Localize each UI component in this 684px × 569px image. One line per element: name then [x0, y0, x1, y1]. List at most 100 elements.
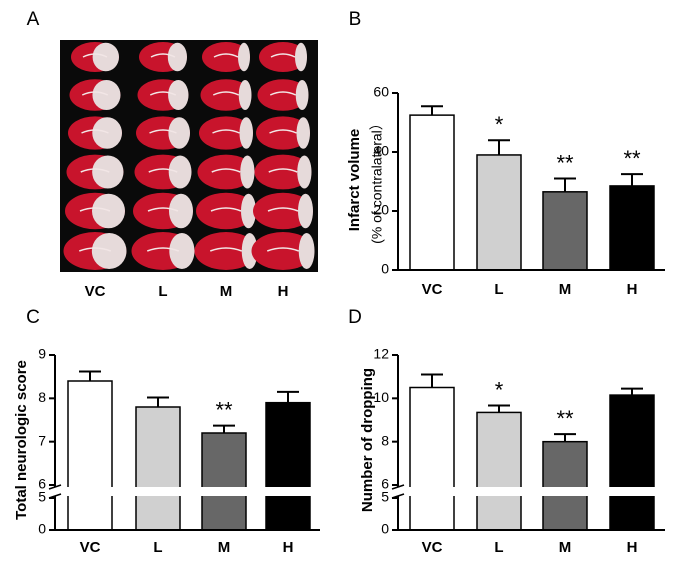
x-tick-label: M [559, 539, 572, 556]
slice-pale [240, 155, 255, 189]
slice-pale [238, 42, 250, 72]
y-tick-label: 0 [38, 521, 46, 537]
slice-line [268, 168, 298, 173]
slice-line [269, 129, 297, 134]
slice-line [149, 91, 177, 96]
slice-pale [295, 79, 309, 111]
slice-pale [296, 117, 310, 149]
x-tick-label: L [494, 539, 503, 556]
slice [196, 192, 256, 230]
slice-line [212, 129, 240, 134]
y-tick-label: 60 [373, 84, 389, 100]
slice-line [209, 247, 243, 252]
slice-line [82, 53, 108, 58]
slice [257, 79, 309, 111]
y-axis-label: Total neurologic score [13, 360, 30, 520]
x-tick-label: H [278, 283, 289, 300]
y-tick-label: 8 [38, 389, 46, 405]
panel-label: D [348, 307, 362, 328]
slice [202, 42, 250, 72]
slice [200, 79, 252, 111]
x-tick-label: VC [85, 283, 106, 300]
x-tick-label: M [559, 281, 572, 298]
y-tick-label: 0 [381, 521, 389, 537]
slice [251, 232, 315, 270]
significance: ** [556, 150, 574, 175]
x-tick-label: VC [422, 281, 443, 298]
slice-line [146, 247, 180, 252]
slice-pale [168, 117, 190, 149]
x-tick-label: M [220, 283, 233, 300]
slice-line [80, 168, 110, 173]
y-axis-label: Number of dropping [359, 368, 376, 512]
slice-line [78, 247, 112, 252]
significance: ** [623, 146, 641, 171]
bar [409, 386, 455, 531]
slice-line [149, 129, 177, 134]
panel-label: C [26, 307, 40, 328]
bar [476, 411, 522, 531]
slice-line [210, 207, 242, 212]
slice-line [266, 247, 300, 252]
y-tick-label: 5 [381, 489, 389, 505]
bar [609, 185, 655, 271]
slice-pale [241, 193, 256, 229]
y-tick-label: 5 [38, 489, 46, 505]
slice-line [213, 53, 239, 58]
x-tick-label: VC [422, 539, 443, 556]
y-tick-label: 10 [373, 389, 389, 405]
slice [197, 154, 255, 190]
slice-pale [167, 42, 187, 72]
slice-line [147, 207, 179, 212]
slice-line [267, 207, 299, 212]
slice [199, 116, 253, 150]
slice-pale [168, 155, 192, 189]
slice [256, 116, 310, 150]
y-tick-label: 8 [381, 432, 389, 448]
y-tick-label: 12 [373, 346, 389, 362]
panel-label: B [349, 9, 362, 30]
panel-label: A [27, 9, 40, 30]
slice-pale [168, 79, 189, 111]
slice-pale [241, 232, 258, 270]
slice [259, 42, 307, 72]
significance: ** [215, 397, 233, 422]
slice [194, 232, 258, 270]
x-tick-label: L [494, 281, 503, 298]
slice-pale [238, 79, 252, 111]
y-tick-label: 0 [381, 261, 389, 277]
x-tick-label: L [153, 539, 162, 556]
bar [542, 440, 588, 531]
axis-break [388, 487, 667, 496]
slice-line [212, 91, 240, 96]
slice-pale [239, 117, 253, 149]
slice-pale [169, 193, 193, 229]
slice-pale [169, 232, 195, 270]
slice-line [81, 91, 109, 96]
y-tick-label: 6 [38, 476, 46, 492]
slice [254, 154, 312, 190]
significance: * [495, 377, 504, 402]
x-tick-label: H [627, 539, 638, 556]
x-tick-label: H [627, 281, 638, 298]
slice-pale [297, 155, 312, 189]
bar [542, 191, 588, 271]
slice-line [269, 91, 297, 96]
y-axis-label: Infarct volume [346, 129, 363, 232]
slice-pale [295, 42, 307, 72]
bar [409, 114, 455, 271]
slice-line [150, 53, 176, 58]
bar [476, 154, 522, 271]
slice-line [148, 168, 178, 173]
x-tick-label: L [158, 283, 167, 300]
significance: ** [556, 406, 574, 431]
y-axis-label: (% of contralateral） [369, 116, 385, 244]
slice-line [270, 53, 296, 58]
break-mark [48, 484, 62, 490]
slice-line [79, 207, 111, 212]
slice-line [211, 168, 241, 173]
slice-pale [298, 193, 313, 229]
slice [253, 192, 313, 230]
y-tick-label: 6 [381, 476, 389, 492]
x-tick-label: M [218, 539, 231, 556]
